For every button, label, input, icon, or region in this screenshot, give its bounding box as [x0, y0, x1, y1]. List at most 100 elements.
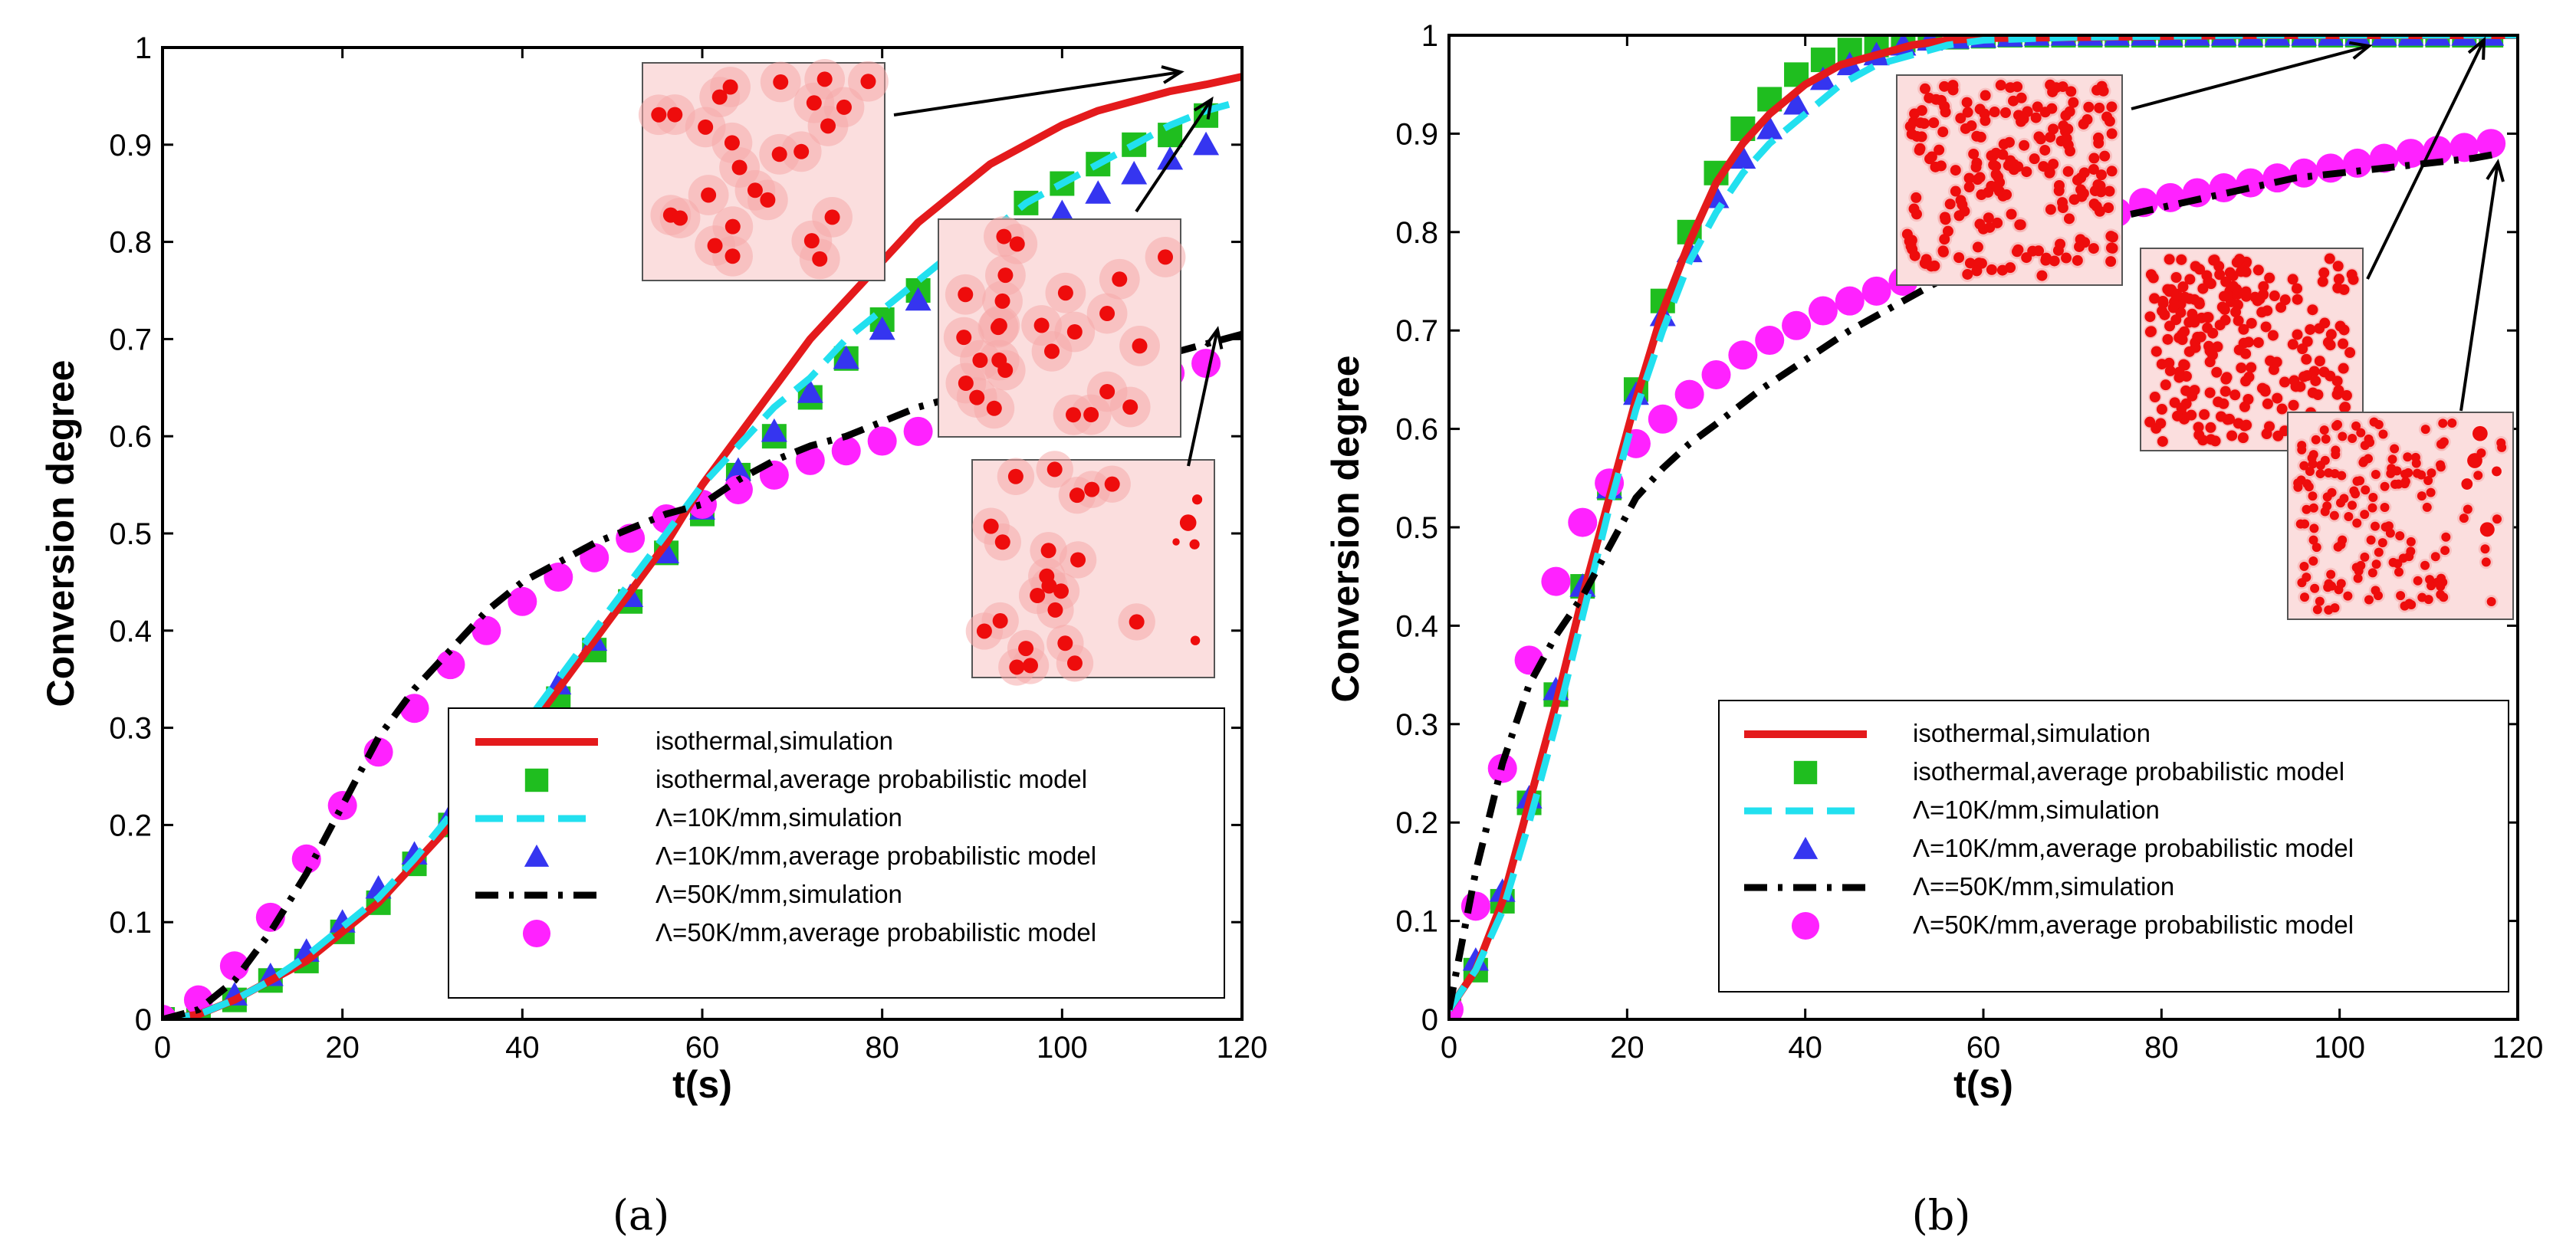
- ticks-b: 0 20 40 60 80 100 120 0 0.1 0.2 0.3 0.4 0.5 0.6 0.7 0.8…: [1395, 19, 2543, 1065]
- grain-nucleus: [2393, 559, 2403, 569]
- grain-nucleus: [2232, 289, 2243, 300]
- grain-nucleus: [2156, 404, 2167, 415]
- grain-nucleus: [2324, 605, 2334, 615]
- grain-nucleus: [2439, 592, 2449, 602]
- grain-nucleus: [983, 518, 999, 534]
- grain-nucleus: [2237, 432, 2249, 444]
- grain-nucleus: [2349, 486, 2359, 496]
- grain-nucleus: [1057, 285, 1073, 301]
- grain-nucleus: [2091, 201, 2102, 212]
- grain-nucleus: [2360, 510, 2370, 520]
- grain-nucleus: [2105, 256, 2117, 267]
- grain-nucleus: [747, 182, 763, 199]
- grain-nucleus: [2338, 431, 2348, 441]
- grain-nucleus: [2293, 478, 2303, 488]
- grain-nucleus: [2394, 567, 2404, 577]
- y-tick-label-a: 0.8: [109, 226, 152, 260]
- grain-nucleus: [2311, 435, 2321, 445]
- grain-nucleus: [2334, 320, 2346, 332]
- grain-nucleus: [2105, 242, 2117, 254]
- legend-entry-label: Λ=50K/mm,average probabilistic model: [656, 918, 1096, 947]
- grain-nucleus: [2417, 491, 2426, 501]
- series-line-b-dashdot: [1449, 149, 2501, 1011]
- grain-nucleus: [2380, 481, 2390, 491]
- grain-nucleus: [2371, 559, 2381, 569]
- grain-nucleus: [2103, 202, 2114, 214]
- grain-nucleus: [1909, 108, 1921, 120]
- grain-nucleus: [2279, 376, 2291, 388]
- grain-nucleus: [2068, 97, 2079, 108]
- grain-nucleus: [2322, 336, 2334, 348]
- grain-nucleus: [2288, 375, 2300, 386]
- grain-nucleus: [2413, 468, 2423, 478]
- grain-nucleus: [2267, 330, 2279, 341]
- grain-nucleus: [1189, 539, 1200, 550]
- grain-nucleus: [1950, 165, 1961, 176]
- grain-nucleus: [2390, 479, 2400, 489]
- grain-nucleus: [2368, 493, 2378, 503]
- grain-nucleus: [2147, 272, 2159, 284]
- grain-nucleus: [2045, 204, 2056, 215]
- grain-nucleus: [1914, 143, 1926, 154]
- grain-nucleus: [2144, 326, 2156, 338]
- series-line-a-dashed: [163, 97, 1242, 1019]
- grain-nucleus: [773, 74, 789, 90]
- grain-nucleus: [2197, 283, 2209, 294]
- grain-nucleus: [2246, 317, 2257, 329]
- grain-nucleus: [722, 79, 738, 95]
- grain-nucleus: [994, 293, 1010, 309]
- grain-nucleus: [992, 613, 1008, 629]
- x-tick-label-a: 100: [1037, 1031, 1088, 1065]
- grain-nucleus: [2441, 532, 2451, 542]
- grain-nucleus: [1989, 107, 2000, 118]
- grain-nucleus: [2299, 461, 2309, 471]
- grain-nucleus: [2229, 389, 2241, 401]
- grain-nucleus: [2351, 421, 2361, 431]
- grain-nucleus: [2319, 317, 2331, 329]
- data-point-triangle: [1085, 180, 1112, 204]
- data-point-circle: [1568, 507, 1598, 537]
- grain-nucleus: [2459, 514, 2469, 523]
- grain-nucleus: [2310, 583, 2320, 593]
- grain-nucleus: [724, 218, 741, 235]
- grain-nucleus: [2312, 605, 2322, 615]
- x-tick-label-a: 60: [685, 1031, 720, 1065]
- grain-nucleus: [806, 95, 822, 111]
- grain-nucleus: [2329, 510, 2339, 520]
- data-point-circle: [723, 474, 753, 504]
- grain-nucleus: [2336, 540, 2346, 550]
- x-tick-label-a: 40: [505, 1031, 540, 1065]
- grain-nucleus: [2297, 578, 2307, 588]
- grain-nucleus: [2326, 569, 2336, 579]
- grain-nucleus: [2033, 245, 2045, 257]
- grain-nucleus: [2218, 290, 2229, 302]
- data-point-circle: [183, 985, 213, 1015]
- legend-entry-label: Λ=10K/mm,average probabilistic model: [656, 842, 1096, 870]
- grain-nucleus: [2209, 254, 2220, 266]
- data-point-circle: [2450, 133, 2479, 162]
- inset-image-b-2: [2140, 248, 2364, 451]
- grain-nucleus: [2220, 314, 2231, 326]
- grain-nucleus: [1993, 171, 2004, 182]
- grain-nucleus: [1104, 476, 1120, 492]
- data-point-circle: [1541, 566, 1571, 596]
- inset-arrow-a-3: [1187, 329, 1219, 467]
- grain-nucleus: [1172, 538, 1180, 546]
- grain-nucleus: [731, 159, 748, 176]
- legend-entry-label: isothermal,average probabilistic model: [1913, 757, 2344, 786]
- grain-nucleus: [2292, 294, 2303, 305]
- data-point-circle: [1648, 404, 1677, 434]
- grain-nucleus: [2040, 254, 2052, 266]
- grain-nucleus: [2426, 468, 2436, 478]
- grain-nucleus: [2008, 95, 2019, 107]
- inset-arrow-b-1: [2131, 44, 2370, 110]
- grain-nucleus: [1953, 252, 1965, 264]
- grain-nucleus: [2305, 323, 2316, 335]
- grain-nucleus: [2367, 503, 2377, 513]
- grain-nucleus: [1057, 635, 1073, 651]
- grain-nucleus: [2187, 308, 2198, 320]
- grain-nucleus: [2149, 392, 2160, 403]
- grain-nucleus: [2106, 128, 2118, 139]
- grain-nucleus: [972, 353, 988, 369]
